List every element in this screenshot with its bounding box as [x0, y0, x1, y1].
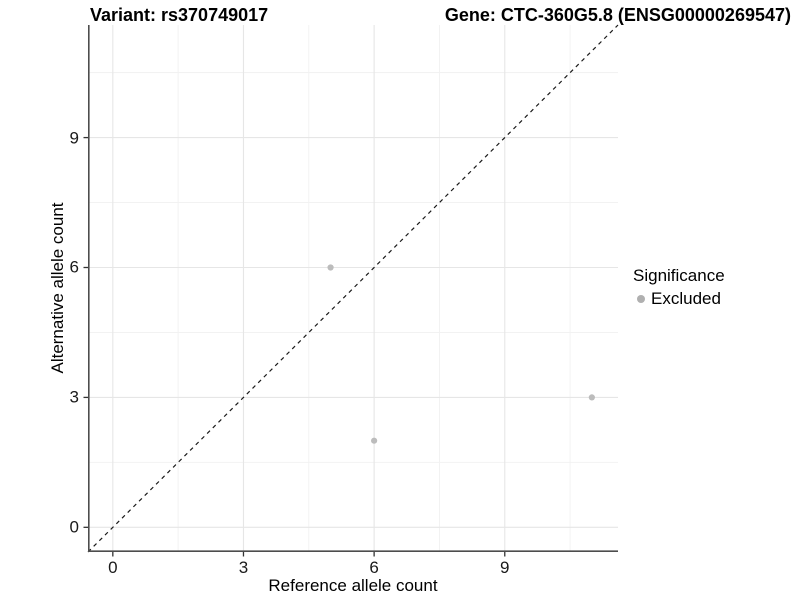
x-tick-label: 3 [238, 558, 249, 577]
y-tick-label: 0 [69, 517, 79, 537]
legend: Significance Excluded [631, 266, 725, 309]
legend-item-excluded: Excluded [631, 289, 725, 309]
x-tick-label: 9 [500, 558, 510, 577]
y-tick-label: 3 [69, 387, 79, 407]
legend-title: Significance [633, 266, 725, 285]
y-axis-title: Alternative allele count [48, 202, 67, 374]
legend-item-label: Excluded [651, 289, 721, 308]
plot-title-gene: Gene: CTC-360G5.8 (ENSG00000269547) [444, 5, 791, 25]
y-tick-label: 9 [69, 128, 79, 148]
excluded-point-icon [637, 295, 645, 303]
y-tick-label: 6 [69, 257, 79, 277]
chart-canvas [83, 24, 619, 557]
plot-title-variant: Variant: rs370749017 [90, 5, 269, 25]
x-tick-label: 6 [369, 558, 379, 577]
x-tick-label: 0 [108, 558, 118, 577]
x-axis-title: Reference allele count [268, 576, 438, 595]
plot-panel: 0 3 6 9 0 3 6 9 [70, 24, 619, 576]
